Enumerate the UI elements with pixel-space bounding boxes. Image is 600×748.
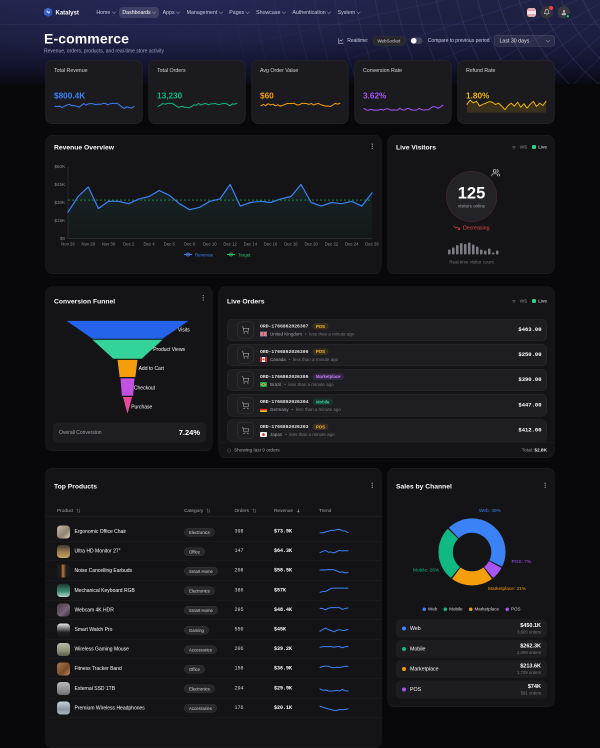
svg-text:Dec 20: Dec 20 — [304, 242, 318, 247]
svg-text:Mobile: 26%: Mobile: 26% — [413, 568, 440, 574]
svg-text:Nov 30: Nov 30 — [102, 242, 116, 247]
svg-text:$0: $0 — [60, 236, 66, 241]
svg-text:Dec 22: Dec 22 — [325, 242, 339, 247]
svg-text:Dec 8: Dec 8 — [184, 242, 196, 247]
svg-text:Dec 26: Dec 26 — [365, 242, 379, 247]
svg-text:Dec 6: Dec 6 — [164, 242, 176, 247]
svg-text:Marketplace: 21%: Marketplace: 21% — [488, 586, 527, 592]
svg-text:POS: 7%: POS: 7% — [512, 559, 532, 565]
svg-text:Checkout: Checkout — [134, 386, 156, 392]
svg-text:Dec 14: Dec 14 — [244, 242, 258, 247]
svg-text:Dec 10: Dec 10 — [203, 242, 217, 247]
svg-text:Dec 4: Dec 4 — [143, 242, 155, 247]
svg-text:Nov 26: Nov 26 — [61, 242, 75, 247]
svg-text:Dec 12: Dec 12 — [223, 242, 237, 247]
svg-text:$30K: $30K — [54, 200, 65, 205]
svg-text:Dec 24: Dec 24 — [345, 242, 359, 247]
svg-text:Product Views: Product Views — [153, 347, 185, 353]
svg-text:Dec 18: Dec 18 — [284, 242, 298, 247]
svg-text:$45K: $45K — [54, 182, 65, 187]
svg-text:$60K: $60K — [54, 164, 65, 169]
svg-text:Revenue: Revenue — [195, 252, 214, 257]
svg-text:Target: Target — [238, 252, 251, 257]
svg-text:Add to Cart: Add to Cart — [139, 366, 165, 372]
svg-text:Nov 28: Nov 28 — [82, 242, 96, 247]
svg-text:Purchase: Purchase — [131, 405, 152, 411]
svg-text:Dec 2: Dec 2 — [123, 242, 135, 247]
svg-text:$15K: $15K — [54, 218, 65, 223]
svg-text:Dec 16: Dec 16 — [264, 242, 278, 247]
svg-text:Web: 45%: Web: 45% — [479, 508, 502, 514]
svg-text:Visits: Visits — [178, 328, 190, 334]
